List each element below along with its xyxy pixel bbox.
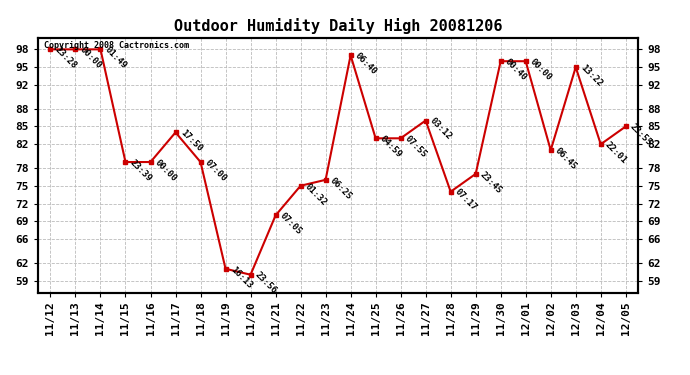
Text: 23:28: 23:28 [53,45,79,70]
Text: 23:39: 23:39 [128,158,154,183]
Text: 07:00: 07:00 [204,158,228,183]
Title: Outdoor Humidity Daily High 20081206: Outdoor Humidity Daily High 20081206 [174,18,502,33]
Text: 23:55: 23:55 [629,122,654,148]
Text: 13:22: 13:22 [578,63,604,88]
Text: 07:55: 07:55 [404,134,428,159]
Text: 17:50: 17:50 [178,128,204,154]
Text: 01:32: 01:32 [304,182,328,207]
Text: 00:00: 00:00 [78,45,104,70]
Text: 16:13: 16:13 [228,265,254,290]
Text: 00:00: 00:00 [153,158,179,183]
Text: 00:40: 00:40 [504,57,529,82]
Text: 01:49: 01:49 [104,45,128,70]
Text: 07:05: 07:05 [278,211,304,237]
Text: 22:01: 22:01 [604,140,629,165]
Text: 03:12: 03:12 [428,116,454,142]
Text: Copyright 2008 Cactronics.com: Copyright 2008 Cactronics.com [44,41,189,50]
Text: 07:17: 07:17 [453,188,479,213]
Text: 00:00: 00:00 [529,57,554,82]
Text: 23:56: 23:56 [253,270,279,296]
Text: 23:45: 23:45 [478,170,504,195]
Text: 04:59: 04:59 [378,134,404,159]
Text: 06:40: 06:40 [353,51,379,76]
Text: 06:45: 06:45 [553,146,579,171]
Text: 06:25: 06:25 [328,176,354,201]
